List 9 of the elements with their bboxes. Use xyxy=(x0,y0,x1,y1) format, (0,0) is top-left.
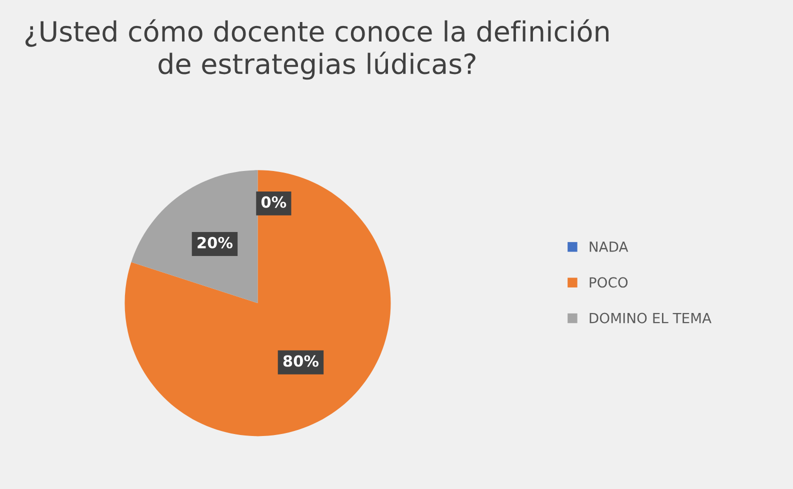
data-label: 20% xyxy=(198,236,233,248)
chart-title: ¿Usted cómo docente conoce la definición de estrategias lúdicas? xyxy=(25,19,608,80)
legend-label: DOMINO EL TEMA xyxy=(590,312,712,324)
data-label: 80% xyxy=(283,355,319,367)
legend-label: POCO xyxy=(590,277,628,288)
pie-slice xyxy=(131,170,258,304)
pie-slice xyxy=(124,170,391,436)
text: 0% xyxy=(261,196,286,208)
legend-label: NADA xyxy=(590,242,628,252)
